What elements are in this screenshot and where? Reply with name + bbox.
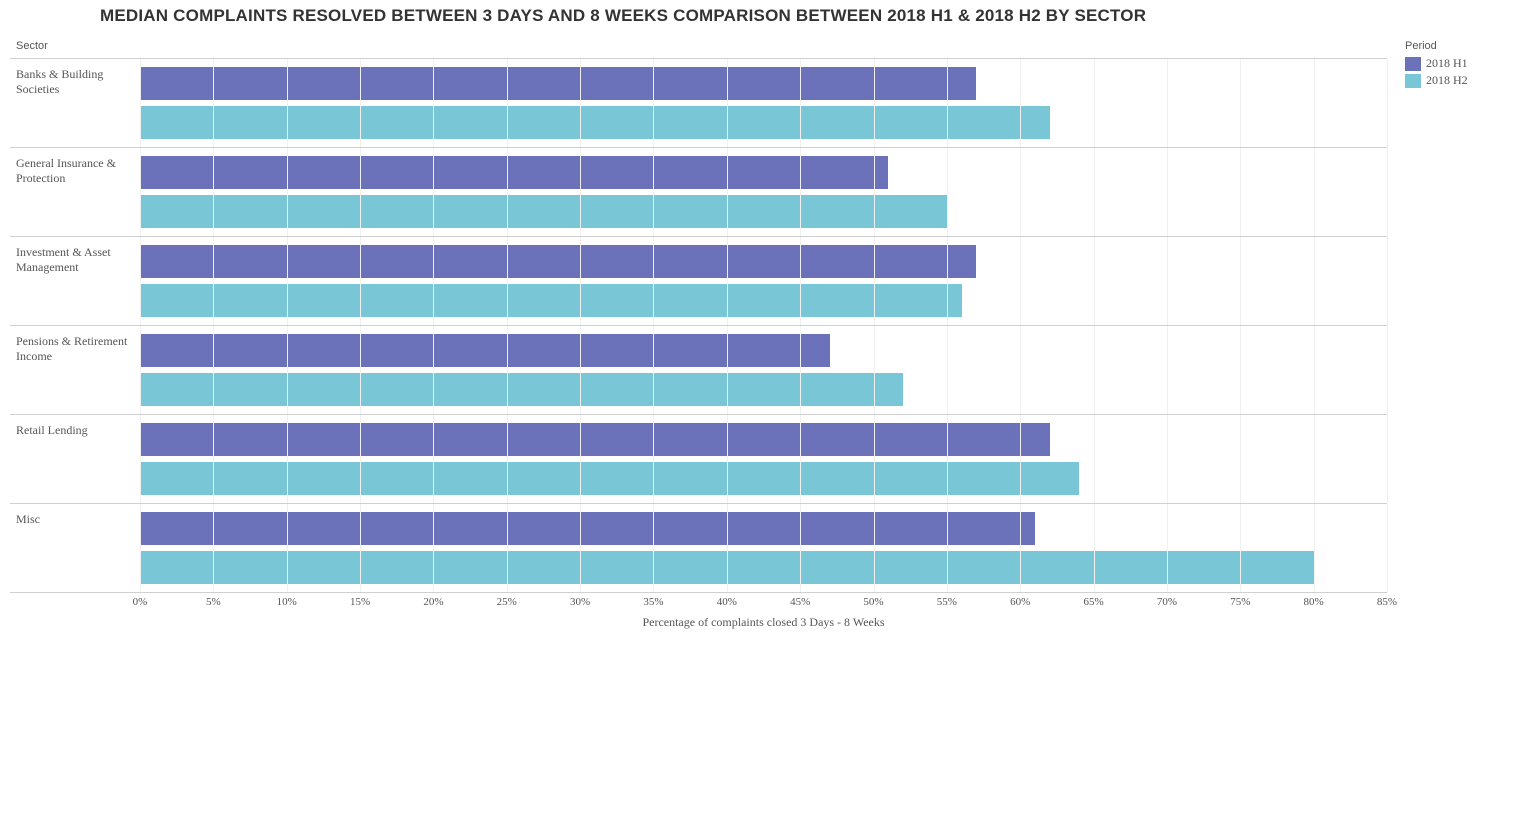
legend-title: Period [1405,40,1507,52]
chart-container: Sector Banks & Building SocietiesGeneral… [10,40,1507,630]
bar-h2 [140,106,1050,139]
bar-h1 [140,156,888,189]
bar-h2 [140,195,947,228]
sector-label: Investment & Asset Management [10,237,140,325]
bar-h1 [140,245,976,278]
legend-label: 2018 H1 [1426,56,1468,71]
x-tick: 75% [1230,596,1250,608]
x-axis-label: Percentage of complaints closed 3 Days -… [140,615,1387,630]
sector-row: Misc [10,503,1387,593]
x-tick: 20% [423,596,443,608]
x-tick: 10% [277,596,297,608]
legend-item: 2018 H2 [1405,73,1507,88]
y-axis-title: Sector [10,40,140,58]
x-tick: 60% [1010,596,1030,608]
sector-label: General Insurance & Protection [10,148,140,236]
sector-bars [140,237,1387,325]
sector-label: Retail Lending [10,415,140,503]
legend: Period 2018 H1 2018 H2 [1387,40,1507,90]
x-axis-label-row: Percentage of complaints closed 3 Days -… [10,613,1387,630]
sector-label: Pensions & Retirement Income [10,326,140,414]
sector-row: Pensions & Retirement Income [10,325,1387,414]
x-tick: 5% [206,596,221,608]
sector-row: Investment & Asset Management [10,236,1387,325]
bar-h1 [140,67,976,100]
sector-bars [140,59,1387,147]
sector-row: Banks & Building Societies [10,58,1387,147]
sector-bars [140,148,1387,236]
x-axis-ticks: 0%5%10%15%20%25%30%35%40%45%50%55%60%65%… [140,593,1387,613]
x-tick: 65% [1083,596,1103,608]
sector-row: Retail Lending [10,414,1387,503]
x-tick: 40% [717,596,737,608]
bar-h1 [140,512,1035,545]
chart-body: Sector Banks & Building SocietiesGeneral… [10,40,1387,630]
bar-h1 [140,423,1050,456]
sector-label: Misc [10,504,140,592]
x-tick: 80% [1304,596,1324,608]
x-tick: 30% [570,596,590,608]
legend-item: 2018 H1 [1405,56,1507,71]
chart-rows: Banks & Building SocietiesGeneral Insura… [10,58,1387,593]
x-tick: 35% [643,596,663,608]
legend-swatch [1405,74,1421,88]
bar-h2 [140,373,903,406]
x-axis: 0% 5% 10% 15% 20% 25% 30% 35% 40% 45% 50% 55% 60% 65%… [10,593,1387,613]
sector-bars [140,415,1387,503]
sector-row: General Insurance & Protection [10,147,1387,236]
sector-bars [140,326,1387,414]
x-tick: 85% [1377,596,1397,608]
x-tick: 50% [863,596,883,608]
legend-label: 2018 H2 [1426,73,1468,88]
bar-h2 [140,462,1079,495]
sector-bars [140,504,1387,592]
plot-column: Sector Banks & Building SocietiesGeneral… [10,40,1387,630]
bar-h2 [140,284,962,317]
x-tick: 25% [497,596,517,608]
x-tick: 0% [133,596,148,608]
chart-title: MEDIAN COMPLAINTS RESOLVED BETWEEN 3 DAY… [10,6,1507,26]
bar-h1 [140,334,830,367]
x-tick: 70% [1157,596,1177,608]
legend-swatch [1405,57,1421,71]
bar-h2 [140,551,1314,584]
x-tick: 15% [350,596,370,608]
legend-items: 2018 H1 2018 H2 [1405,56,1507,88]
x-tick: 55% [937,596,957,608]
x-tick: 45% [790,596,810,608]
sector-label: Banks & Building Societies [10,59,140,147]
